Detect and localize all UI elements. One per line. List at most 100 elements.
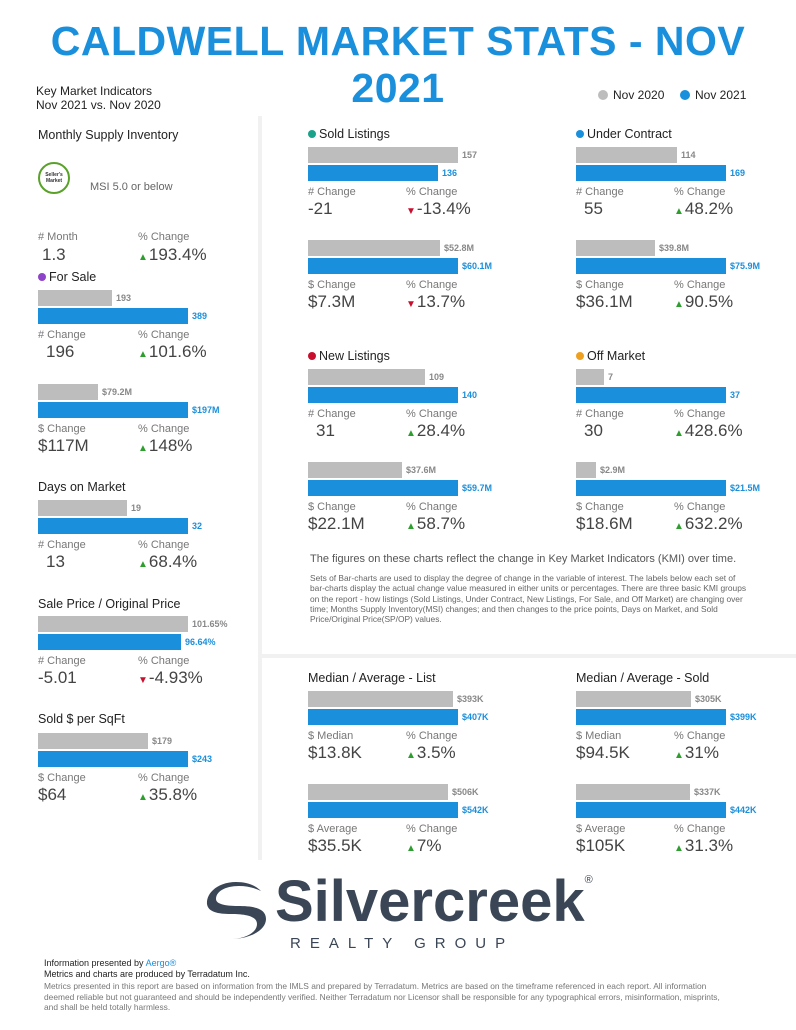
msi-month-label: # Month: [38, 231, 78, 243]
bar-prev-label: 109: [429, 372, 445, 382]
pct-change-label: % Change: [674, 823, 726, 835]
footer-presented-link[interactable]: Aergo®: [145, 958, 177, 968]
chart-title-dot-icon: [576, 130, 584, 138]
change-label: $ Change: [308, 501, 356, 513]
bar-curr-label: $75.9M: [730, 261, 761, 271]
pct-change-value: ▲35.8%: [138, 785, 197, 805]
chart-title-dot-icon: [308, 130, 316, 138]
bar-prev: [308, 240, 440, 256]
pct-change-label: % Change: [406, 730, 458, 742]
legend-curr-dot-icon: [680, 90, 690, 100]
pct-change-text: 48.2%: [684, 199, 734, 218]
bar-prev: [308, 462, 402, 478]
bar-prev: [308, 369, 425, 385]
up-arrow-icon: ▲: [406, 428, 416, 439]
up-arrow-icon: ▲: [406, 521, 416, 532]
pct-change-text: -13.4%: [416, 199, 471, 218]
chart-title: Under Contract: [576, 127, 672, 141]
bar-curr: [308, 165, 438, 181]
legend-prev: Nov 2020: [598, 88, 664, 102]
change-value: -5.01: [38, 668, 77, 687]
chart-title-text: Under Contract: [587, 127, 672, 141]
change-label: $ Change: [38, 772, 86, 784]
change-label: $ Change: [576, 501, 624, 513]
down-arrow-icon: ▼: [138, 675, 148, 686]
chart-title-text: Off Market: [587, 349, 646, 363]
bar-prev: [38, 616, 188, 632]
bar-prev: [38, 290, 112, 306]
bar-prev: [576, 462, 596, 478]
pct-change-label: % Change: [674, 408, 726, 420]
bar-curr: [308, 480, 458, 496]
change-value: $22.1M: [308, 514, 365, 533]
bar-prev-label: $52.8M: [444, 243, 475, 253]
change-label: # Change: [38, 655, 86, 667]
pct-change-value: ▲31.3%: [674, 836, 733, 856]
change-value: $18.6M: [576, 514, 633, 533]
bar-curr-label: $59.7M: [462, 483, 493, 493]
legend-curr-label: Nov 2021: [695, 88, 747, 102]
change-value: $35.5K: [308, 836, 362, 855]
up-arrow-icon: ▲: [406, 843, 416, 854]
pct-change-value: ▲48.2%: [674, 199, 733, 219]
note-summary: The figures on these charts reflect the …: [310, 553, 737, 565]
pct-change-value: ▼-13.4%: [406, 199, 471, 219]
up-arrow-icon: ▲: [406, 750, 416, 761]
bar-prev-label: $305K: [695, 694, 722, 704]
change-label: $ Change: [576, 279, 624, 291]
change-value: $117M: [38, 436, 89, 455]
change-label: # Change: [576, 408, 624, 420]
up-arrow-icon: ▲: [138, 559, 148, 570]
chart-title-text: Sale Price / Original Price: [38, 597, 181, 611]
msi-pct-value: ▲193.4%: [138, 245, 207, 265]
change-label: $ Median: [308, 730, 354, 742]
pct-change-label: % Change: [674, 279, 726, 291]
up-arrow-icon: ▲: [138, 252, 148, 263]
bar-curr-label: 96.64%: [185, 637, 216, 647]
bar-prev: [576, 147, 677, 163]
bar-curr: [576, 258, 726, 274]
up-arrow-icon: ▲: [138, 349, 148, 360]
bar-prev: [576, 240, 655, 256]
pct-change-text: 31%: [684, 743, 719, 762]
bar-prev-label: $179: [152, 736, 173, 746]
chart-title-text: Sold Listings: [319, 127, 390, 141]
up-arrow-icon: ▲: [674, 843, 684, 854]
change-value: $7.3M: [308, 292, 356, 311]
pct-change-label: % Change: [138, 329, 190, 341]
chart-title-text: Median / Average - List: [308, 671, 436, 685]
bar-curr: [38, 308, 188, 324]
change-value: $64: [38, 785, 67, 804]
down-arrow-icon: ▼: [406, 206, 416, 217]
change-value: $105K: [576, 836, 626, 855]
sellers-market-badge-icon: Seller's Market: [38, 162, 70, 194]
change-value: 55: [584, 199, 603, 218]
bar-prev-label: $2.9M: [600, 465, 626, 475]
bar-curr-label: 140: [462, 390, 478, 400]
msi-description: MSI 5.0 or below: [90, 181, 173, 193]
change-value: -21: [308, 199, 333, 218]
pct-change-text: -4.93%: [148, 668, 203, 687]
bar-prev-label: $39.8M: [659, 243, 690, 253]
chart-title: Off Market: [576, 349, 645, 363]
msi-title: Monthly Supply Inventory: [38, 128, 179, 142]
pct-change-text: 90.5%: [684, 292, 734, 311]
bar-curr: [308, 387, 458, 403]
bar-curr: [308, 709, 458, 725]
down-arrow-icon: ▼: [406, 299, 416, 310]
change-label: # Change: [308, 186, 356, 198]
chart-title-dot-icon: [308, 352, 316, 360]
bar-prev-label: $506K: [452, 787, 479, 797]
chart-title: Days on Market: [38, 480, 126, 494]
logo-registered: ®: [584, 874, 593, 886]
change-value: 30: [584, 421, 603, 440]
pct-change-label: % Change: [138, 539, 190, 551]
pct-change-label: % Change: [674, 186, 726, 198]
pct-change-label: % Change: [138, 655, 190, 667]
up-arrow-icon: ▲: [674, 750, 684, 761]
up-arrow-icon: ▲: [138, 792, 148, 803]
footer-disclaimer: Metrics presented in this report are bas…: [44, 981, 720, 1012]
pct-change-text: 68.4%: [148, 552, 198, 571]
bar-curr: [38, 634, 181, 650]
bar-prev: [576, 784, 690, 800]
